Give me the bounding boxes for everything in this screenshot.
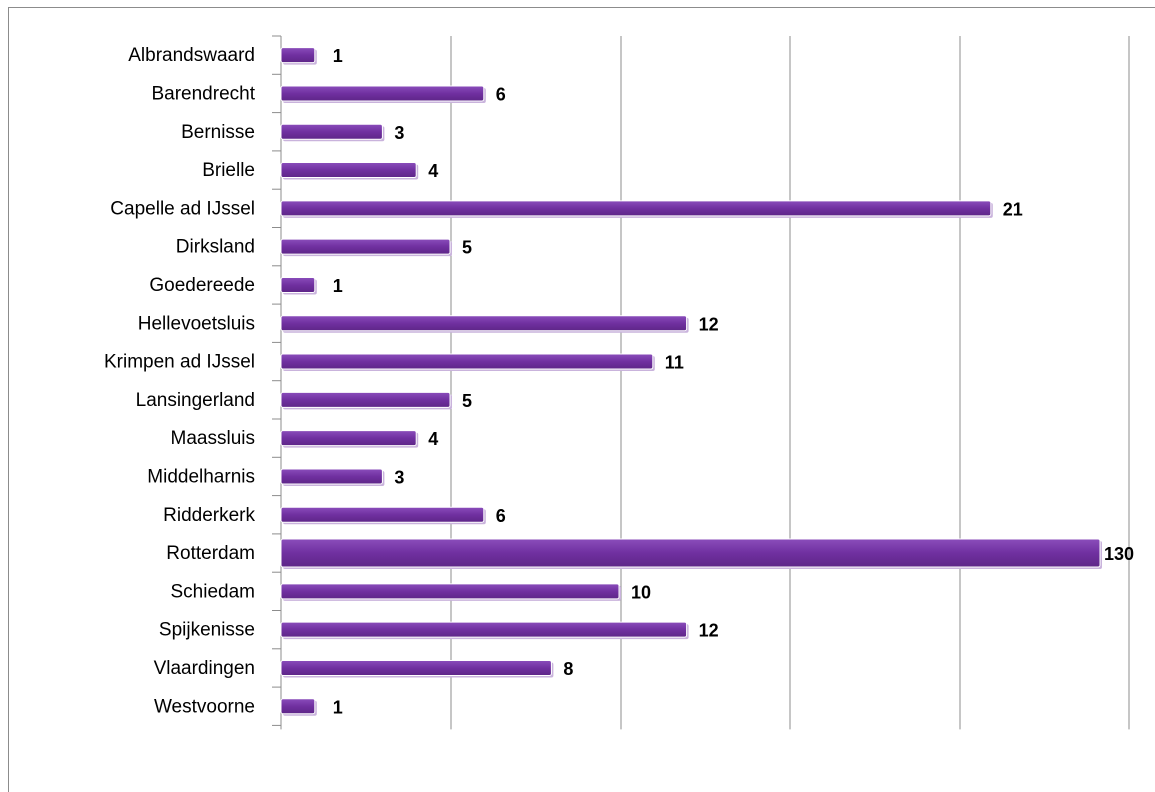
- data-label: 3: [394, 467, 404, 487]
- category-label: Krimpen ad IJssel: [104, 352, 255, 373]
- category-label: Barendrecht: [151, 83, 255, 104]
- data-label: 4: [428, 429, 438, 449]
- category-label: Maassluis: [171, 428, 255, 449]
- data-label: 11: [665, 353, 684, 373]
- category-label: Rotterdam: [166, 543, 255, 564]
- category-label: Capelle ad IJssel: [110, 198, 255, 219]
- bar: [280, 621, 688, 638]
- bar: [280, 698, 316, 715]
- category-label: Spijkenisse: [159, 620, 255, 641]
- category-label: Goedereede: [149, 275, 255, 296]
- category-label: Vlaardingen: [154, 658, 255, 679]
- bar: [280, 123, 383, 140]
- data-label: 12: [699, 621, 719, 641]
- bar: [280, 238, 451, 255]
- bar: [280, 85, 485, 102]
- category-label: Dirksland: [176, 237, 255, 258]
- data-label: 10: [631, 582, 651, 602]
- data-label: 12: [699, 314, 719, 334]
- data-label: 1: [333, 46, 343, 66]
- category-label: Ridderkerk: [163, 505, 255, 526]
- category-label: Albrandswaard: [128, 45, 255, 66]
- data-label: 5: [462, 238, 472, 258]
- category-label: Schiedam: [171, 581, 256, 602]
- bar: [280, 468, 383, 485]
- bar: [280, 47, 316, 64]
- data-label: 4: [428, 161, 438, 181]
- bar: [280, 200, 992, 217]
- bar: [280, 430, 417, 447]
- category-label: Bernisse: [181, 122, 255, 143]
- data-label: 8: [563, 659, 573, 679]
- bar: [280, 276, 316, 293]
- bar: [280, 391, 451, 408]
- bar: [280, 538, 1101, 568]
- bar: [280, 353, 654, 370]
- data-label: 6: [496, 506, 506, 526]
- data-label: 21: [1003, 199, 1023, 219]
- data-label: 3: [394, 123, 404, 143]
- category-label: Hellevoetsluis: [138, 313, 255, 334]
- data-label: 6: [496, 84, 506, 104]
- bar: [280, 659, 552, 676]
- bar: [280, 506, 485, 523]
- category-label: Brielle: [202, 160, 255, 181]
- bar: [280, 315, 688, 332]
- data-label: 5: [462, 391, 472, 411]
- category-label: Westvoorne: [154, 696, 255, 717]
- chart-frame: [8, 7, 1155, 792]
- data-label: 1: [333, 697, 343, 717]
- bar: [280, 583, 620, 600]
- data-label: 1: [333, 276, 343, 296]
- bar: [280, 162, 417, 179]
- category-label: Lansingerland: [136, 390, 255, 411]
- category-label: Middelharnis: [147, 466, 255, 487]
- data-label: 130: [1104, 544, 1134, 564]
